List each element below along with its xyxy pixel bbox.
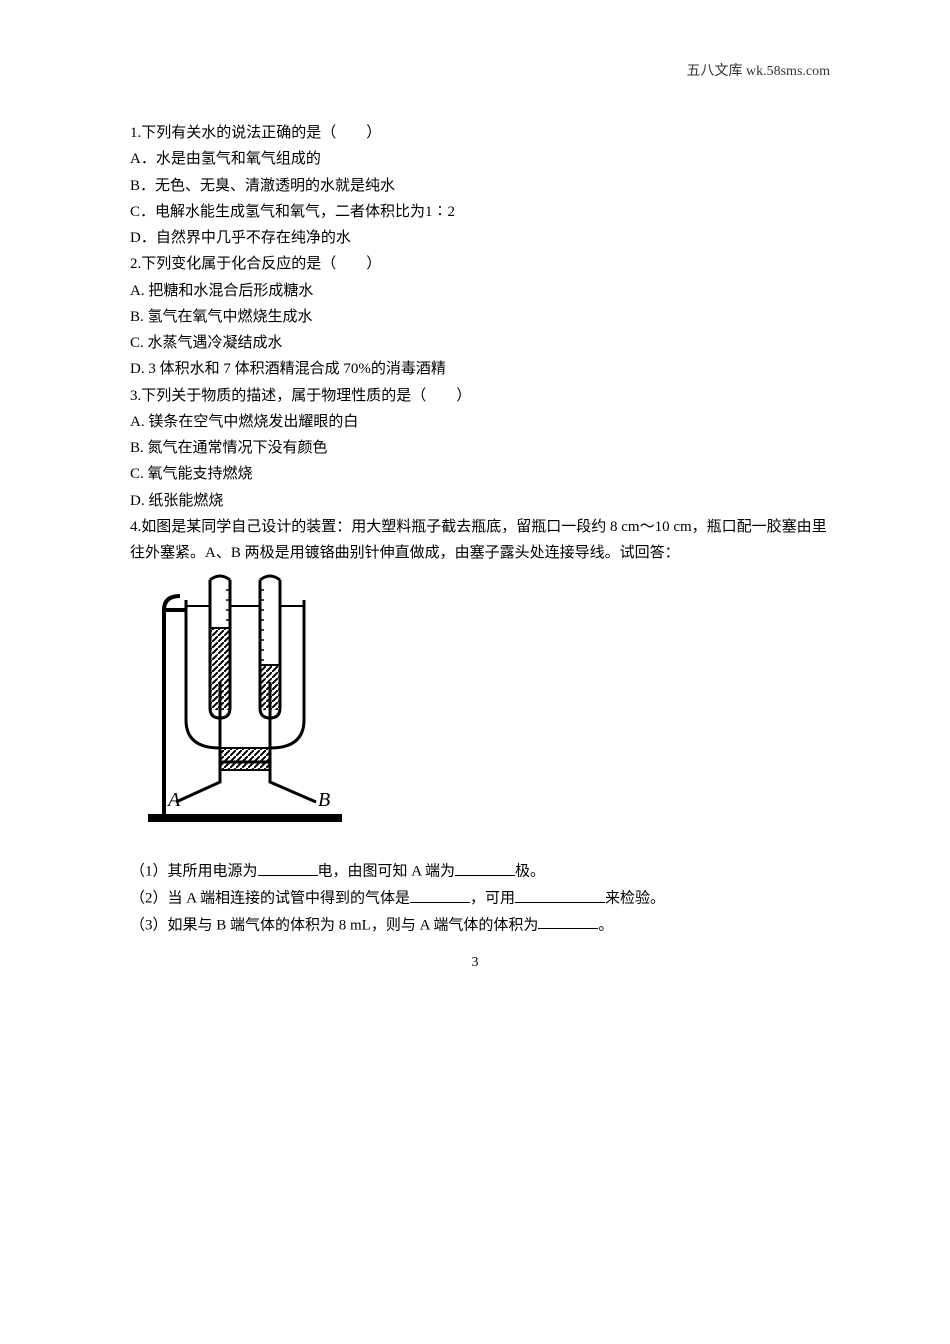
q1-option-c: C．电解水能生成氢气和氧气，二者体积比为1∶2 <box>130 199 840 225</box>
header-source: 五八文库 wk.58sms.com <box>130 60 840 80</box>
blank <box>410 885 470 903</box>
q2-option-c: C. 水蒸气遇冷凝结成水 <box>130 330 840 356</box>
q2-stem: 2.下列变化属于化合反应的是（ ） <box>130 251 840 277</box>
q2-option-b: B. 氢气在氧气中燃烧生成水 <box>130 304 840 330</box>
electrolysis-apparatus-svg: A B <box>140 570 350 845</box>
q4-sub2-suf: 来检验。 <box>605 891 665 907</box>
page-number: 3 <box>0 955 950 971</box>
q4-sub3-pre: （3）如果与 B 端气体的体积为 8 mL，则与 A 端气体的体积为 <box>130 917 538 933</box>
q4-sub2-pre: （2）当 A 端相连接的试管中得到的气体是 <box>130 891 410 907</box>
blank <box>515 885 605 903</box>
q1-option-b: B．无色、无臭、清澈透明的水就是纯水 <box>130 173 840 199</box>
blank <box>258 858 318 876</box>
q1-stem: 1.下列有关水的说法正确的是（ ） <box>130 120 840 146</box>
q1-option-a: A．水是由氢气和氧气组成的 <box>130 146 840 172</box>
blank <box>455 858 515 876</box>
q4-sub1-mid: 电，由图可知 A 端为 <box>318 864 456 880</box>
q4-sub2-mid: ，可用 <box>470 891 515 907</box>
q3-option-c: C. 氧气能支持燃烧 <box>130 461 840 487</box>
q4-sub2: （2）当 A 端相连接的试管中得到的气体是 ，可用 来检验。 <box>130 885 840 912</box>
q3-stem: 3.下列关于物质的描述，属于物理性质的是（ ） <box>130 383 840 409</box>
q4-sub3: （3）如果与 B 端气体的体积为 8 mL，则与 A 端气体的体积为 。 <box>130 912 840 939</box>
q4-sub1-pre: （1）其所用电源为 <box>130 864 258 880</box>
q4-sub1-suf: 极。 <box>515 864 545 880</box>
label-a: A <box>166 789 181 811</box>
q2-option-a: A. 把糖和水混合后形成糖水 <box>130 278 840 304</box>
q3-option-b: B. 氮气在通常情况下没有颜色 <box>130 435 840 461</box>
q3-option-a: A. 镁条在空气中燃烧发出耀眼的白 <box>130 409 840 435</box>
q2-option-d: D. 3 体积水和 7 体积酒精混合成 70%的消毒酒精 <box>130 356 840 382</box>
q4-figure: A B <box>130 570 840 850</box>
q3-option-d: D. 纸张能燃烧 <box>130 488 840 514</box>
q4-sub3-suf: 。 <box>598 917 613 933</box>
q4-sub1: （1）其所用电源为 电，由图可知 A 端为 极。 <box>130 858 840 885</box>
label-b: B <box>318 789 330 811</box>
q1-option-d: D．自然界中几乎不存在纯净的水 <box>130 225 840 251</box>
q4-stem: 4.如图是某同学自己设计的装置：用大塑料瓶子截去瓶底，留瓶口一段约 8 cm～1… <box>130 514 840 567</box>
blank <box>538 912 598 930</box>
